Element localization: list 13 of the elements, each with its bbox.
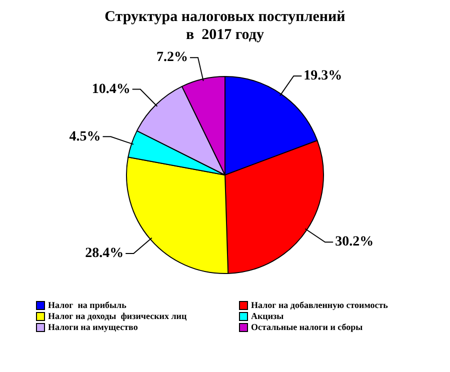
legend-label: Налог на прибыль — [48, 300, 126, 311]
data-label: 7.2% — [156, 50, 188, 66]
chart-title: Структура налоговых поступлений в 2017 году — [104, 8, 346, 44]
data-label: 10.4% — [92, 82, 130, 97]
legend-label: Налог на доходы физических лиц — [48, 311, 187, 322]
legend-label: Акцизы — [251, 311, 284, 322]
legend-label: Налоги на имущество — [48, 322, 138, 333]
data-label: 19.3% — [304, 68, 342, 84]
data-label: 4.5% — [69, 129, 101, 144]
data-label: 28.4% — [85, 246, 124, 262]
legend-label: Налог на добавленную стоимость — [251, 300, 388, 311]
legend-label: Остальные налоги и сборы — [251, 322, 363, 333]
data-label: 30.2% — [335, 234, 374, 250]
